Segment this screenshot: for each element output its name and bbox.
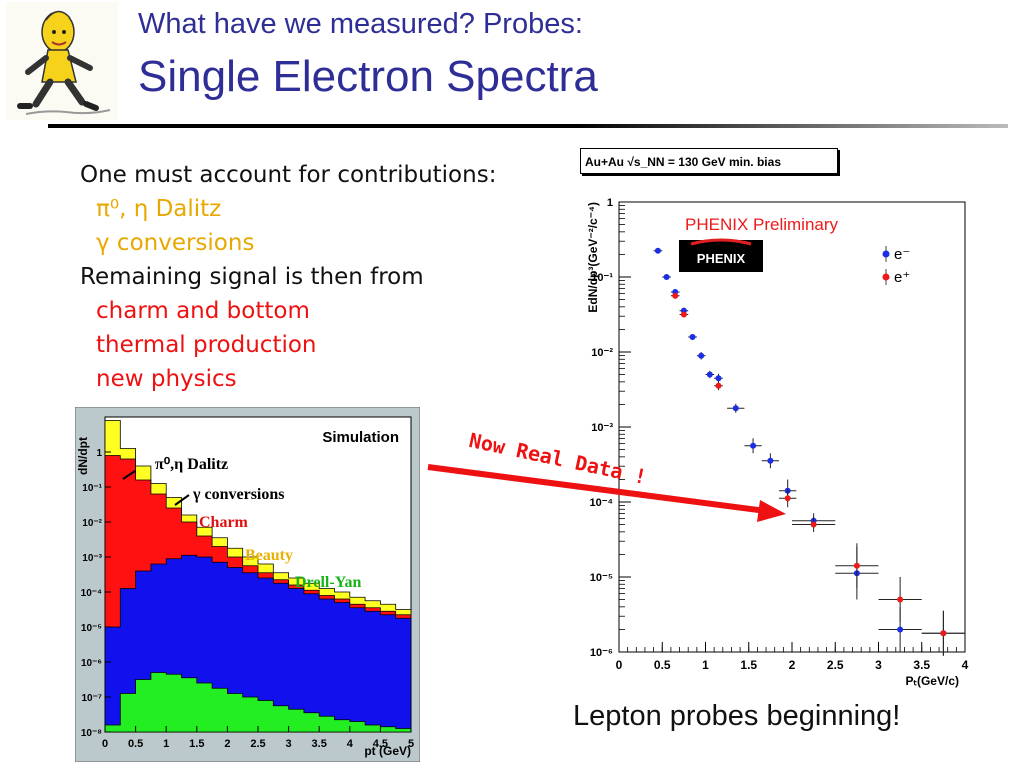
sim-dalitz-pointer	[122, 470, 136, 480]
data-point-e-plus	[835, 543, 879, 589]
sim-x-axis-label: pt (GeV)	[364, 744, 411, 758]
sim-x-tick-label: 2.5	[250, 738, 265, 750]
sim-area-drell_yan	[104, 672, 412, 733]
sim-axes: 0 0.5 1 1.5 2 2.5 3 3.5 4 4.5 5 1 10⁻¹ 10⁻² 10⁻³ 10⁻⁴ 10…	[81, 448, 414, 750]
sim-y-tick-label: 10⁻⁶	[81, 658, 102, 669]
sim-x-tick-label: 3.5	[312, 738, 327, 750]
sim-label-charm: Charm	[199, 514, 249, 531]
data-x-tick-label: 4	[962, 658, 969, 672]
legend-label-e-plus: e⁺	[894, 269, 910, 286]
sim-label-beauty: Beauty	[245, 547, 293, 564]
data-point-e-plus	[714, 381, 723, 391]
sim-area-group	[104, 420, 412, 733]
data-point-e-plus	[921, 610, 965, 656]
sim-y-tick-label: 10⁻⁸	[81, 728, 102, 739]
data-point-e-minus	[705, 370, 715, 379]
sim-chart-title: Simulation	[322, 429, 399, 446]
phenix-logo: PHENIX	[679, 238, 763, 272]
sim-x-tick-label: 2	[224, 738, 230, 750]
data-point-e-minus	[662, 274, 671, 280]
page-title: Single Electron Spectra	[138, 52, 598, 101]
data-x-tick-label: 3.5	[913, 658, 930, 672]
sim-x-tick-label: 1	[163, 738, 169, 750]
data-point-e-minus	[761, 453, 780, 469]
legend-label-e-minus: e⁻	[894, 246, 910, 263]
data-y-tick-label: 1	[607, 197, 613, 209]
data-x-tick-label: 2.5	[827, 658, 844, 672]
data-plot-frame	[618, 201, 966, 653]
data-x-axis-label: Pₜ(GeV/c)	[905, 674, 959, 688]
data-point-e-plus	[878, 577, 922, 622]
walking-figure-logo	[6, 2, 118, 120]
data-point-e-minus	[714, 373, 723, 383]
sim-y-tick-label: 10⁻¹	[82, 483, 102, 494]
data-y-axis-label: EdN/dp³(GeV⁻²/c⁻⁴)	[586, 202, 600, 313]
data-point-e-plus	[670, 292, 680, 299]
data-point-e-plus	[679, 311, 689, 318]
bullet-item: new physics	[96, 366, 237, 392]
data-x-tick-label: 1	[702, 658, 709, 672]
data-y-tick-label: 10⁻⁴	[590, 497, 613, 509]
data-legend: e⁻ e⁺	[882, 246, 910, 286]
bullet-item: γ conversions	[96, 230, 255, 256]
data-point-e-minus	[696, 352, 706, 360]
sim-y-tick-label: 10⁻⁴	[81, 588, 102, 599]
bullet-item: One must account for contributions:	[80, 162, 497, 188]
sim-label-dalitz: π⁰,η Dalitz	[155, 456, 228, 473]
sim-label-drell-yan: Drell-Yan	[295, 574, 361, 591]
title-subtitle: What have we measured? Probes:	[138, 8, 583, 40]
sim-label-conversions: γ conversions	[192, 486, 284, 503]
sim-x-tick-label: 5	[408, 738, 414, 750]
sim-x-tick-label: 0.5	[128, 738, 143, 750]
sim-x-tick-label: 4	[347, 738, 354, 750]
data-y-tick-label: 10⁻¹	[591, 272, 613, 284]
title-divider	[48, 124, 1008, 128]
data-points-group	[653, 247, 965, 656]
sim-y-tick-label: 10⁻⁷	[81, 693, 102, 704]
data-x-tick-label: 2	[789, 658, 796, 672]
collision-system-box: Au+Au √s_NN = 130 GeV min. bias	[580, 148, 838, 174]
footer-caption: Lepton probes beginning!	[573, 700, 901, 732]
data-y-tick-label: 10⁻³	[591, 422, 613, 434]
sim-conversions-pointer	[174, 494, 190, 506]
legend-marker-e-minus	[882, 250, 890, 258]
data-x-tick-label: 0	[616, 658, 623, 672]
data-point-e-minus	[653, 247, 663, 254]
data-x-tick-label: 1.5	[740, 658, 757, 672]
sim-x-tick-label: 1.5	[189, 738, 204, 750]
bullet-item: charm and bottom	[96, 298, 310, 324]
legend-marker-e-plus	[882, 273, 890, 281]
simulation-chart: 0 0.5 1 1.5 2 2.5 3 3.5 4 4.5 5 1 10⁻¹ 10⁻² 10⁻³ 10⁻⁴ 10…	[75, 407, 420, 762]
data-point-e-minus	[688, 334, 697, 340]
phenix-logo-text: PHENIX	[697, 251, 746, 266]
data-point-e-plus	[792, 517, 836, 532]
data-y-tick-label: 10⁻⁶	[590, 647, 613, 659]
sim-x-tick-label: 3	[286, 738, 292, 750]
data-x-tick-label: 0.5	[654, 658, 671, 672]
sim-x-tick-label: 0	[102, 738, 108, 750]
sim-y-tick-label: 10⁻⁵	[81, 623, 102, 634]
data-point-e-minus	[727, 403, 745, 413]
bullet-item: π⁰, η Dalitz	[96, 196, 222, 222]
bullet-item: thermal production	[96, 332, 317, 358]
sim-y-axis-label: dN/dpt	[76, 437, 90, 475]
data-point-e-plus	[779, 489, 797, 508]
phenix-preliminary-label: PHENIX Preliminary	[685, 215, 839, 234]
bullet-item: Remaining signal is then from	[80, 264, 424, 290]
sim-x-tick-label: 4.5	[373, 738, 388, 750]
sim-y-tick-label: 10⁻³	[82, 553, 102, 564]
data-y-tick-label: 10⁻⁵	[590, 572, 613, 584]
sim-y-tick-label: 1	[96, 448, 102, 459]
data-y-tick-label: 10⁻²	[591, 347, 613, 359]
bullet-list: One must account for contributions: π⁰, …	[80, 158, 496, 396]
sim-y-tick-label: 10⁻²	[82, 518, 102, 529]
phenix-data-chart: 0 0.5 1 1.5 2 2.5 3 3.5 4 1 10⁻¹ 10⁻² 10⁻³ 10⁻⁴ 10⁻⁵ 10…	[565, 140, 985, 700]
data-x-tick-label: 3	[875, 658, 882, 672]
data-point-e-minus	[744, 438, 762, 454]
